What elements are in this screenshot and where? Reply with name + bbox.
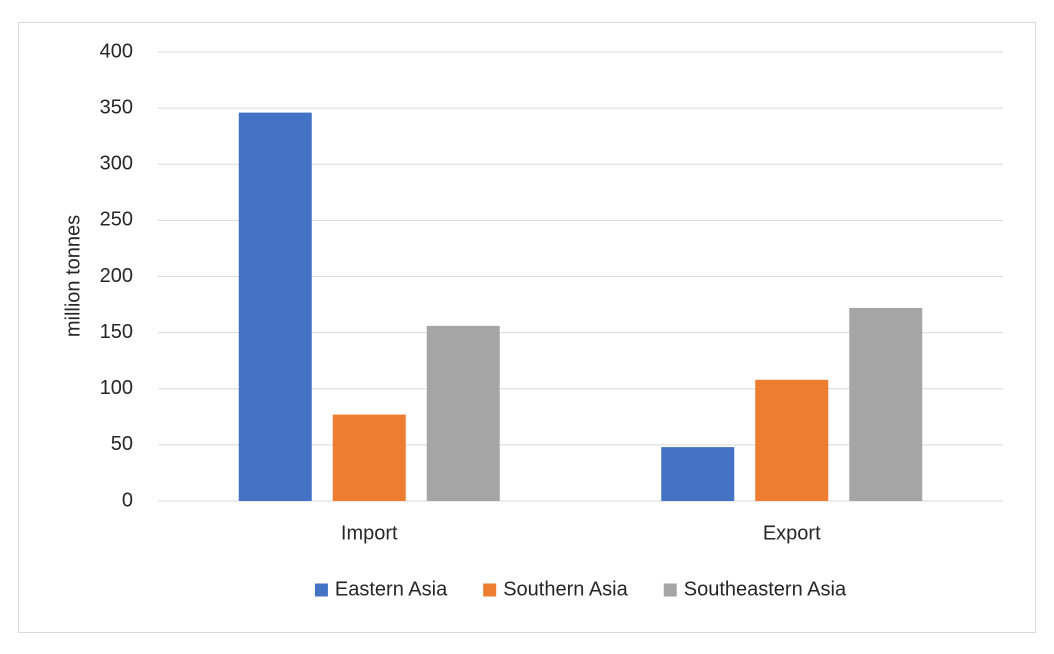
x-tick-label: Export (763, 522, 821, 544)
y-tick-label: 100 (100, 377, 133, 399)
bar (661, 447, 735, 501)
legend-swatch (314, 583, 328, 597)
bar (849, 307, 923, 501)
y-tick-label: 400 (100, 40, 133, 62)
bar (426, 325, 500, 501)
y-tick-label: 300 (100, 153, 133, 175)
bar (332, 414, 406, 501)
legend-swatch (663, 583, 677, 597)
y-tick-label: 50 (111, 433, 133, 455)
y-tick-label: 150 (100, 321, 133, 343)
y-tick-label: 250 (100, 209, 133, 231)
bar (238, 112, 312, 502)
y-tick-label: 350 (100, 96, 133, 118)
x-tick-label: Import (341, 522, 398, 544)
legend-label: Southeastern Asia (684, 578, 847, 600)
bar (755, 379, 829, 501)
legend-label: Eastern Asia (335, 578, 448, 600)
legend-label: Southern Asia (503, 578, 628, 600)
y-axis-label: million tonnes (62, 215, 84, 337)
legend-swatch (483, 583, 497, 597)
y-tick-label: 200 (100, 265, 133, 287)
y-tick-label: 0 (122, 489, 133, 511)
